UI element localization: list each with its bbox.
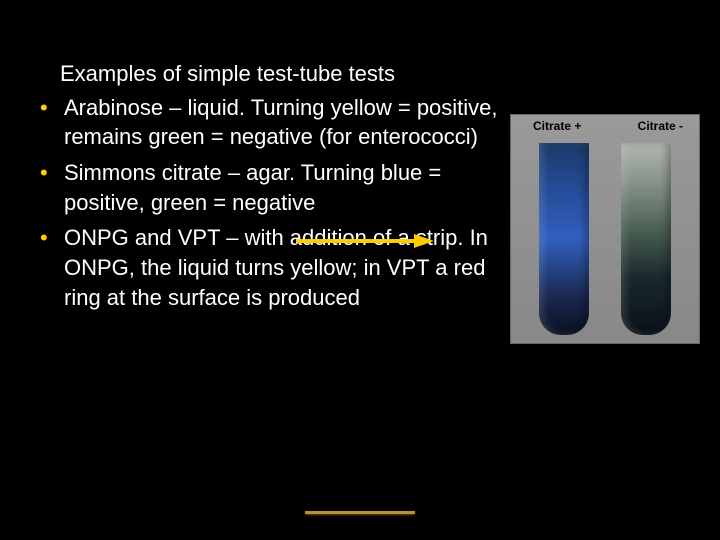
tube-positive bbox=[539, 143, 589, 335]
bullet-item: Arabinose – liquid. Turning yellow = pos… bbox=[40, 93, 502, 152]
text-column: Examples of simple test-tube tests Arabi… bbox=[40, 60, 502, 344]
content-row: Examples of simple test-tube tests Arabi… bbox=[40, 60, 700, 344]
citrate-positive-label: Citrate + bbox=[533, 119, 581, 133]
citrate-tubes-image: Citrate + Citrate - bbox=[510, 114, 700, 344]
tube-negative bbox=[621, 143, 671, 335]
bullet-item: Simmons citrate – agar. Turning blue = p… bbox=[40, 158, 502, 217]
bottom-divider bbox=[305, 511, 415, 514]
bullet-list: Arabinose – liquid. Turning yellow = pos… bbox=[40, 93, 502, 313]
slide-container: Examples of simple test-tube tests Arabi… bbox=[0, 0, 720, 540]
image-column: Citrate + Citrate - bbox=[510, 60, 700, 344]
intro-text: Examples of simple test-tube tests bbox=[60, 60, 502, 89]
citrate-negative-label: Citrate - bbox=[638, 119, 683, 133]
bullet-item: ONPG and VPT – with addition of a strip.… bbox=[40, 223, 502, 312]
